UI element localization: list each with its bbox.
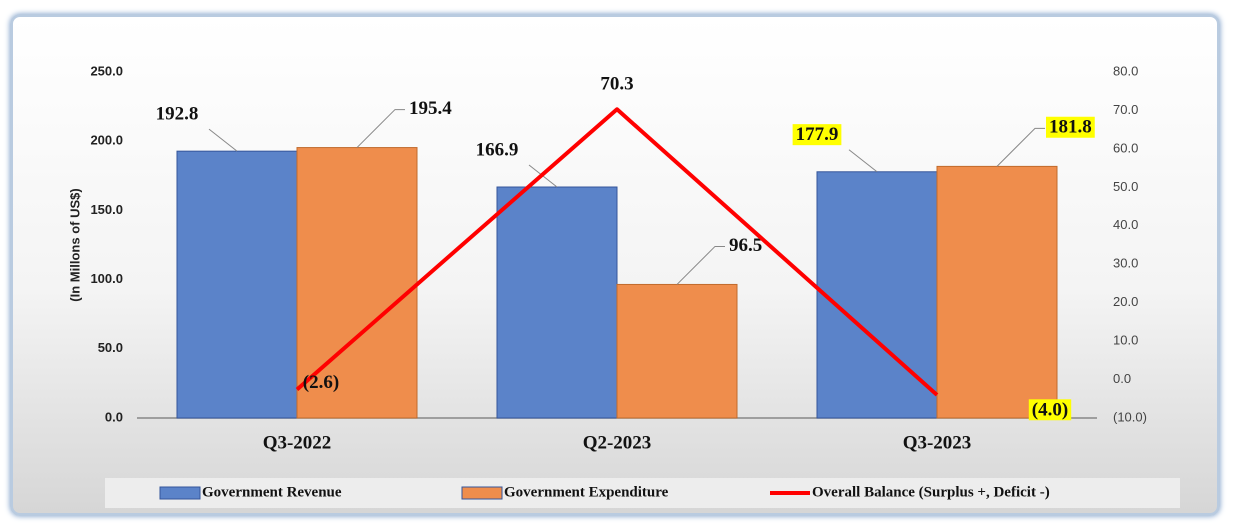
line	[295, 107, 939, 397]
value-label: 70.3	[600, 74, 633, 95]
label-highlight	[792, 124, 842, 146]
legend-swatch	[461, 486, 503, 500]
x-tick-label: Q3-2023	[903, 432, 972, 453]
legend-label: Government Revenue	[202, 484, 342, 500]
y2-tick-label: 60.0	[1113, 140, 1138, 155]
x-tick-label: Q2-2023	[583, 432, 652, 453]
leader-line	[676, 245, 725, 285]
y-tick-label: 150.0	[90, 202, 123, 217]
y-tick-label: 250.0	[90, 63, 123, 78]
bar	[176, 150, 298, 419]
y2-tick-label: 30.0	[1113, 256, 1138, 271]
y2-tick-label: 50.0	[1113, 179, 1138, 194]
leader-line	[996, 127, 1045, 167]
label-highlight	[1046, 116, 1095, 138]
y2-tick-label: 70.0	[1113, 102, 1138, 117]
y2-tick-label: (10.0)	[1113, 409, 1147, 424]
legend-swatch	[159, 486, 201, 500]
y2-tick-label: 80.0	[1113, 63, 1138, 78]
y-tick-label: 0.0	[105, 409, 123, 424]
legend-label: Overall Balance (Surplus +, Deficit -)	[812, 484, 1050, 500]
value-label: (4.0)	[1032, 399, 1068, 420]
label-highlight	[1028, 399, 1072, 421]
leader-line	[208, 128, 238, 152]
y2-tick-label: 10.0	[1113, 333, 1138, 348]
y-tick-label: 50.0	[98, 340, 123, 355]
leader-line	[848, 149, 878, 173]
value-label: 96.5	[729, 235, 762, 256]
y-axis-label: (In Millons of US$)	[67, 188, 82, 301]
value-label: 166.9	[476, 139, 519, 160]
bar	[496, 186, 618, 419]
value-label: (2.6)	[303, 372, 339, 393]
bar	[616, 283, 738, 419]
bar	[936, 165, 1058, 419]
x-tick-label: Q3-2022	[263, 432, 332, 453]
value-label: 195.4	[409, 98, 452, 119]
value-label: 177.9	[796, 124, 839, 145]
y-tick-label: 100.0	[90, 271, 123, 286]
value-label: 181.8	[1049, 117, 1092, 138]
y2-tick-label: 40.0	[1113, 217, 1138, 232]
y2-tick-label: 20.0	[1113, 294, 1138, 309]
legend-box	[105, 478, 1180, 508]
y2-tick-label: 0.0	[1113, 371, 1131, 386]
y-tick-label: 200.0	[90, 133, 123, 148]
value-label: 192.8	[156, 104, 199, 125]
legend-label: Government Expenditure	[504, 484, 669, 500]
leader-line	[356, 109, 405, 148]
